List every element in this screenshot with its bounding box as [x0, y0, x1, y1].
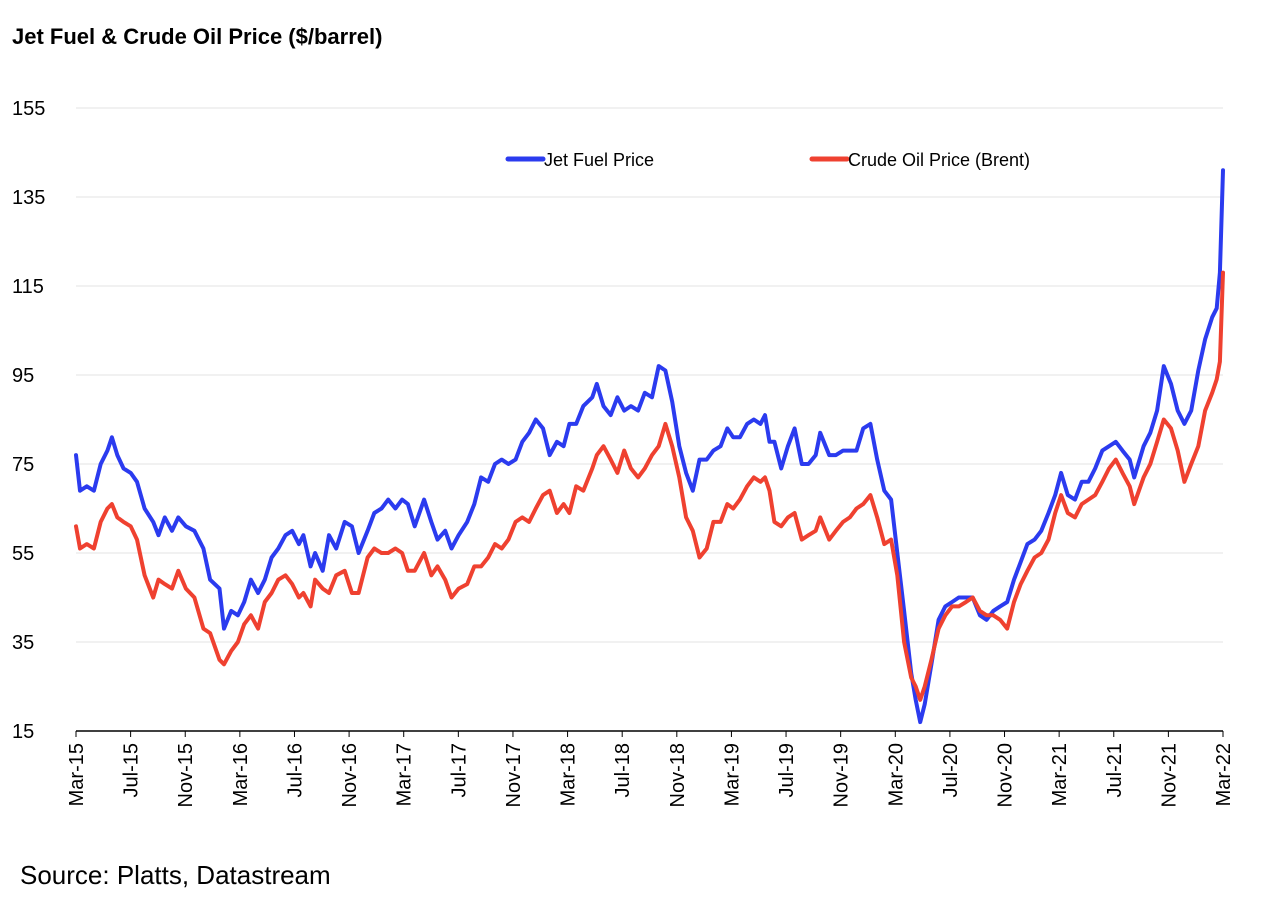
x-tick-label: Nov-19: [831, 743, 853, 807]
x-tick-label: Mar-17: [394, 743, 416, 806]
x-axis: Mar-15 Jul-15 Nov-15 Mar-16 Jul-16 Nov-16 Mar-…: [66, 730, 1235, 807]
y-tick-label: 55: [12, 543, 34, 565]
x-tick-label: Nov-16: [339, 743, 361, 807]
x-tick-label: Mar-15: [66, 743, 88, 806]
x-tick-label: Jul-19: [776, 743, 798, 797]
x-tick-label: Jul-18: [612, 743, 634, 797]
y-tick-label: 75: [12, 454, 34, 476]
x-tick-label: Jul-21: [1104, 743, 1126, 797]
series-lines: [74, 168, 1225, 725]
x-tick-label: Nov-18: [667, 743, 689, 807]
legend-label: Crude Oil Price (Brent): [848, 150, 1030, 170]
x-tick-label: Mar-16: [230, 743, 252, 806]
series-line: [74, 270, 1225, 702]
x-tick-label: Nov-21: [1158, 743, 1180, 807]
x-tick-label: Jul-17: [448, 743, 470, 797]
y-tick-label: 35: [12, 632, 34, 654]
legend: Jet Fuel Price Crude Oil Price (Brent): [505, 150, 1030, 170]
y-tick-label: 95: [12, 365, 34, 387]
x-tick-label: Mar-18: [558, 743, 580, 806]
x-tick-label: Jul-15: [121, 743, 143, 797]
x-tick-label: Jul-20: [940, 743, 962, 797]
x-tick-label: Nov-17: [503, 743, 525, 807]
source-note: Source: Platts, Datastream: [20, 860, 331, 890]
x-tick-label: Mar-22: [1213, 743, 1235, 806]
series-line: [74, 168, 1225, 725]
y-tick-label: 155: [12, 98, 45, 120]
y-tick-label: 15: [12, 721, 34, 743]
x-tick-label: Jul-16: [284, 743, 306, 797]
x-tick-label: Mar-20: [885, 743, 907, 806]
y-tick-label: 135: [12, 187, 45, 209]
x-tick-label: Nov-15: [175, 743, 197, 807]
x-tick-label: Nov-20: [995, 743, 1017, 807]
legend-label: Jet Fuel Price: [544, 150, 654, 170]
x-tick-label: Mar-19: [721, 743, 743, 806]
x-tick-label: Mar-21: [1049, 743, 1071, 806]
gridlines: [76, 107, 1223, 643]
chart-title: Jet Fuel & Crude Oil Price ($/barrel): [12, 24, 383, 49]
y-tick-label: 115: [12, 276, 44, 298]
y-axis: 15 35 55 75 95 115 135 155: [12, 98, 45, 743]
